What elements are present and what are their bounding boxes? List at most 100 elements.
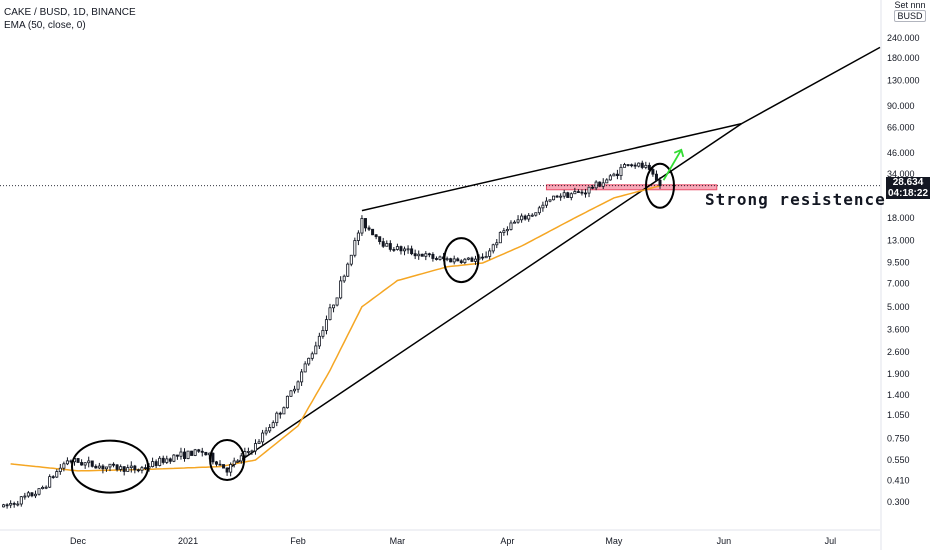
candle-body — [619, 166, 623, 177]
candle-body — [466, 257, 470, 260]
price-tick-label: 9.500 — [887, 257, 910, 267]
breakout-arrow-head — [673, 148, 685, 158]
candle-body — [513, 221, 517, 224]
candle-body — [115, 464, 119, 470]
candle-body — [80, 462, 84, 466]
candle-body — [601, 182, 605, 187]
candle-body — [438, 256, 442, 260]
time-axis[interactable]: Dec 2021 Feb Mar Apr May Jun Jul — [0, 529, 880, 546]
price-tick-label: 0.550 — [887, 455, 910, 465]
candle-body — [232, 460, 236, 465]
trendline-extension — [741, 46, 881, 125]
candle-body — [112, 463, 116, 466]
candle-body — [236, 460, 240, 463]
marker-layer[interactable] — [71, 148, 685, 494]
price-tick-label: 180.000 — [887, 53, 920, 63]
candle-body — [623, 164, 627, 168]
candle-body — [544, 200, 548, 206]
candle-body — [172, 454, 176, 462]
candle-body — [211, 452, 215, 463]
candle-body — [537, 207, 541, 214]
candle-body — [321, 330, 325, 337]
candle-body — [5, 504, 9, 507]
resistance-annotation: Strong resistence — [705, 190, 886, 209]
candle-body — [346, 263, 350, 277]
time-tick-label: 2021 — [178, 536, 198, 546]
candle-body — [246, 451, 250, 453]
candle-body — [445, 258, 449, 261]
candle-body — [161, 457, 165, 463]
trendline-support — [226, 123, 743, 471]
candle-body — [335, 297, 339, 306]
candle-body — [26, 492, 30, 497]
candle-body — [314, 345, 318, 355]
candle-body — [264, 430, 268, 434]
price-tick-label: 66.000 — [887, 123, 915, 133]
candle-body — [491, 244, 495, 252]
price-tick-label: 13.000 — [887, 235, 915, 245]
candle-body — [285, 395, 289, 409]
candle-body — [658, 179, 662, 187]
last-price-value: 28.634 — [892, 177, 924, 188]
trendline-layer[interactable] — [226, 46, 881, 471]
candle-body — [349, 254, 353, 265]
candle-body — [587, 186, 591, 194]
candle-body — [257, 441, 261, 444]
candle-body — [16, 503, 20, 506]
candle-body — [12, 503, 16, 505]
candle-body — [293, 388, 297, 392]
candle-body — [154, 461, 158, 466]
candle-body — [481, 256, 485, 259]
ema-legend[interactable]: EMA (50, close, 0) — [4, 20, 86, 31]
candle-body — [122, 466, 126, 472]
last-price-tag: 28.634 04:18:22 — [886, 177, 930, 199]
price-axis[interactable]: 240.000 180.000 130.000 90.000 66.000 46.000 3… — [880, 0, 920, 550]
candle-body — [239, 455, 243, 462]
price-tick-label: 1.900 — [887, 369, 910, 379]
price-tick-label: 0.750 — [887, 433, 910, 443]
price-tick-label: 0.410 — [887, 475, 910, 485]
candle-body — [97, 465, 101, 469]
breakout-arrow — [662, 149, 683, 181]
candle-body — [282, 407, 286, 415]
candle-body — [65, 460, 69, 465]
candle-body — [523, 215, 527, 220]
candle-body — [392, 249, 396, 251]
candle-body — [502, 230, 506, 233]
currency-badge[interactable]: BUSD — [894, 10, 926, 22]
candle-body — [83, 462, 87, 466]
candle-body — [410, 248, 414, 255]
ema-layer — [10, 185, 661, 472]
time-tick-label: Jun — [717, 536, 732, 546]
candle-body — [62, 463, 66, 469]
price-tick-label: 18.000 — [887, 213, 915, 223]
symbol-title[interactable]: CAKE / BUSD, 1D, BINANCE — [4, 7, 136, 18]
candle-body — [605, 179, 609, 184]
candle-body — [463, 258, 467, 264]
price-tick-label: 240.000 — [887, 33, 920, 43]
highlight-ellipse — [71, 439, 149, 494]
candle-body — [473, 258, 477, 262]
candle-body — [594, 181, 598, 189]
candle-body — [300, 371, 304, 383]
candle-body — [76, 458, 80, 463]
candle-body — [200, 450, 204, 453]
candle-body — [2, 504, 6, 508]
candle-body — [41, 486, 45, 490]
candle-body — [253, 443, 257, 452]
candle-body — [168, 458, 172, 462]
candle-body — [612, 173, 616, 177]
candle-body — [87, 460, 91, 464]
time-tick-label: Jul — [825, 536, 837, 546]
candle-body — [534, 212, 538, 216]
candle-body — [434, 258, 438, 260]
scale-mode-indicator[interactable]: Set nnn BUSD — [890, 0, 930, 22]
candle-body — [654, 173, 658, 181]
candle-body — [498, 232, 502, 244]
candle-body — [615, 173, 619, 177]
candle-body — [520, 215, 524, 221]
candle-body — [388, 243, 392, 250]
candle-body — [303, 363, 307, 373]
candle-body — [317, 335, 321, 347]
